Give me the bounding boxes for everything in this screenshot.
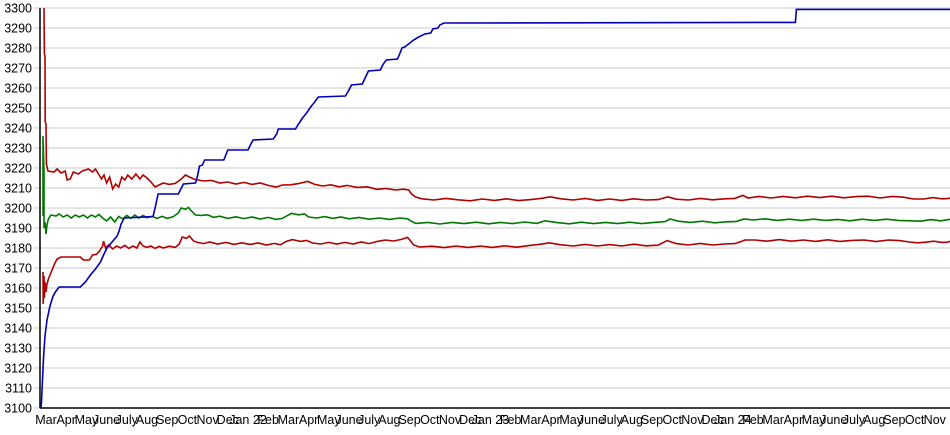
x-axis-tick-label: Jan 22	[229, 413, 267, 427]
x-axis-tick-label: July	[843, 413, 866, 427]
x-axis-tick-label: Sep	[398, 413, 420, 427]
y-axis-tick-label: 3100	[4, 402, 32, 416]
y-axis-tick-label: 3200	[4, 202, 32, 216]
x-axis-tick-label: Nov	[924, 413, 947, 427]
y-axis-tick-label: 3180	[4, 242, 32, 256]
x-axis-tick-label: June	[578, 413, 605, 427]
x-axis-tick-label: Mar	[520, 413, 542, 427]
x-axis-tick-label: Dec	[217, 413, 239, 427]
x-axis-tick-label: Nov	[196, 413, 219, 427]
x-axis-tick-label: June	[93, 413, 120, 427]
y-axis-tick-label: 3110	[5, 382, 32, 396]
x-axis-tick-label: Aug	[136, 413, 158, 427]
x-axis-tick-label: Nov	[439, 413, 462, 427]
y-axis-tick-label: 3160	[4, 282, 32, 296]
x-axis-tick-label: May	[559, 413, 583, 427]
x-axis-tick-label: Nov	[681, 413, 704, 427]
x-axis-tick-label: Mar	[762, 413, 784, 427]
red-upper-line	[43, 7, 950, 202]
x-axis-tick-label: Mar	[278, 413, 300, 427]
y-axis-tick-label: 3230	[4, 142, 32, 156]
x-axis-tick-label: July	[116, 413, 139, 427]
y-axis-tick-label: 3280	[4, 42, 32, 56]
y-axis-tick-label: 3170	[4, 262, 32, 276]
x-axis-tick-label: Feb	[742, 413, 764, 427]
x-axis-tick-label: July	[358, 413, 381, 427]
x-axis-tick-label: Oct	[905, 413, 925, 427]
y-axis-tick-label: 3190	[4, 222, 32, 236]
x-axis-tick-label: Dec	[459, 413, 481, 427]
x-axis-tick-label: Aug	[378, 413, 400, 427]
y-axis-tick-label: 3120	[4, 362, 32, 376]
x-axis-tick-label: Sep	[156, 413, 178, 427]
y-axis-tick-label: 3300	[4, 2, 32, 16]
x-axis-tick-label: Feb	[257, 413, 279, 427]
x-axis-tick-label: Oct	[178, 413, 198, 427]
y-axis-tick-label: 3250	[4, 102, 32, 116]
y-axis-tick-label: 3270	[4, 62, 32, 76]
y-axis-tick-label: 3240	[4, 122, 32, 136]
x-axis-tick-label: Sep	[641, 413, 663, 427]
x-axis-tick-label: Dec	[701, 413, 723, 427]
green-line	[42, 135, 950, 235]
x-axis-tick-label: Aug	[863, 413, 885, 427]
x-axis-tick-label: Apr	[541, 413, 560, 427]
x-axis-tick-label: Sep	[883, 413, 905, 427]
x-axis-tick-label: Oct	[420, 413, 440, 427]
x-axis-tick-label: Aug	[621, 413, 643, 427]
x-axis-tick-label: Apr	[784, 413, 803, 427]
x-axis-tick-label: June	[820, 413, 847, 427]
y-axis-tick-label: 3220	[4, 162, 32, 176]
x-axis-tick-label: May	[317, 413, 341, 427]
y-axis-tick-label: 3210	[4, 182, 32, 196]
x-axis-tick-label: June	[335, 413, 362, 427]
x-axis-tick-label: Apr	[299, 413, 318, 427]
red-lower-line	[42, 234, 950, 305]
x-axis-tick-label: Oct	[662, 413, 682, 427]
y-axis-tick-label: 3290	[4, 22, 32, 36]
y-axis-tick-label: 3130	[4, 342, 32, 356]
y-axis-tick-label: 3260	[4, 82, 32, 96]
y-axis-tick-label: 3150	[4, 302, 32, 316]
x-axis-tick-label: Jan 24	[714, 413, 752, 427]
x-axis-tick-label: Apr	[56, 413, 75, 427]
x-axis-tick-label: May	[802, 413, 826, 427]
x-axis-tick-label: July	[600, 413, 623, 427]
x-axis-tick-label: Jan 23	[472, 413, 510, 427]
x-axis-tick-label: Mar	[35, 413, 57, 427]
x-axis-tick-label: May	[75, 413, 99, 427]
y-axis-tick-label: 3140	[4, 322, 32, 336]
blue-line	[40, 8, 950, 409]
x-axis-tick-label: Feb	[500, 413, 522, 427]
